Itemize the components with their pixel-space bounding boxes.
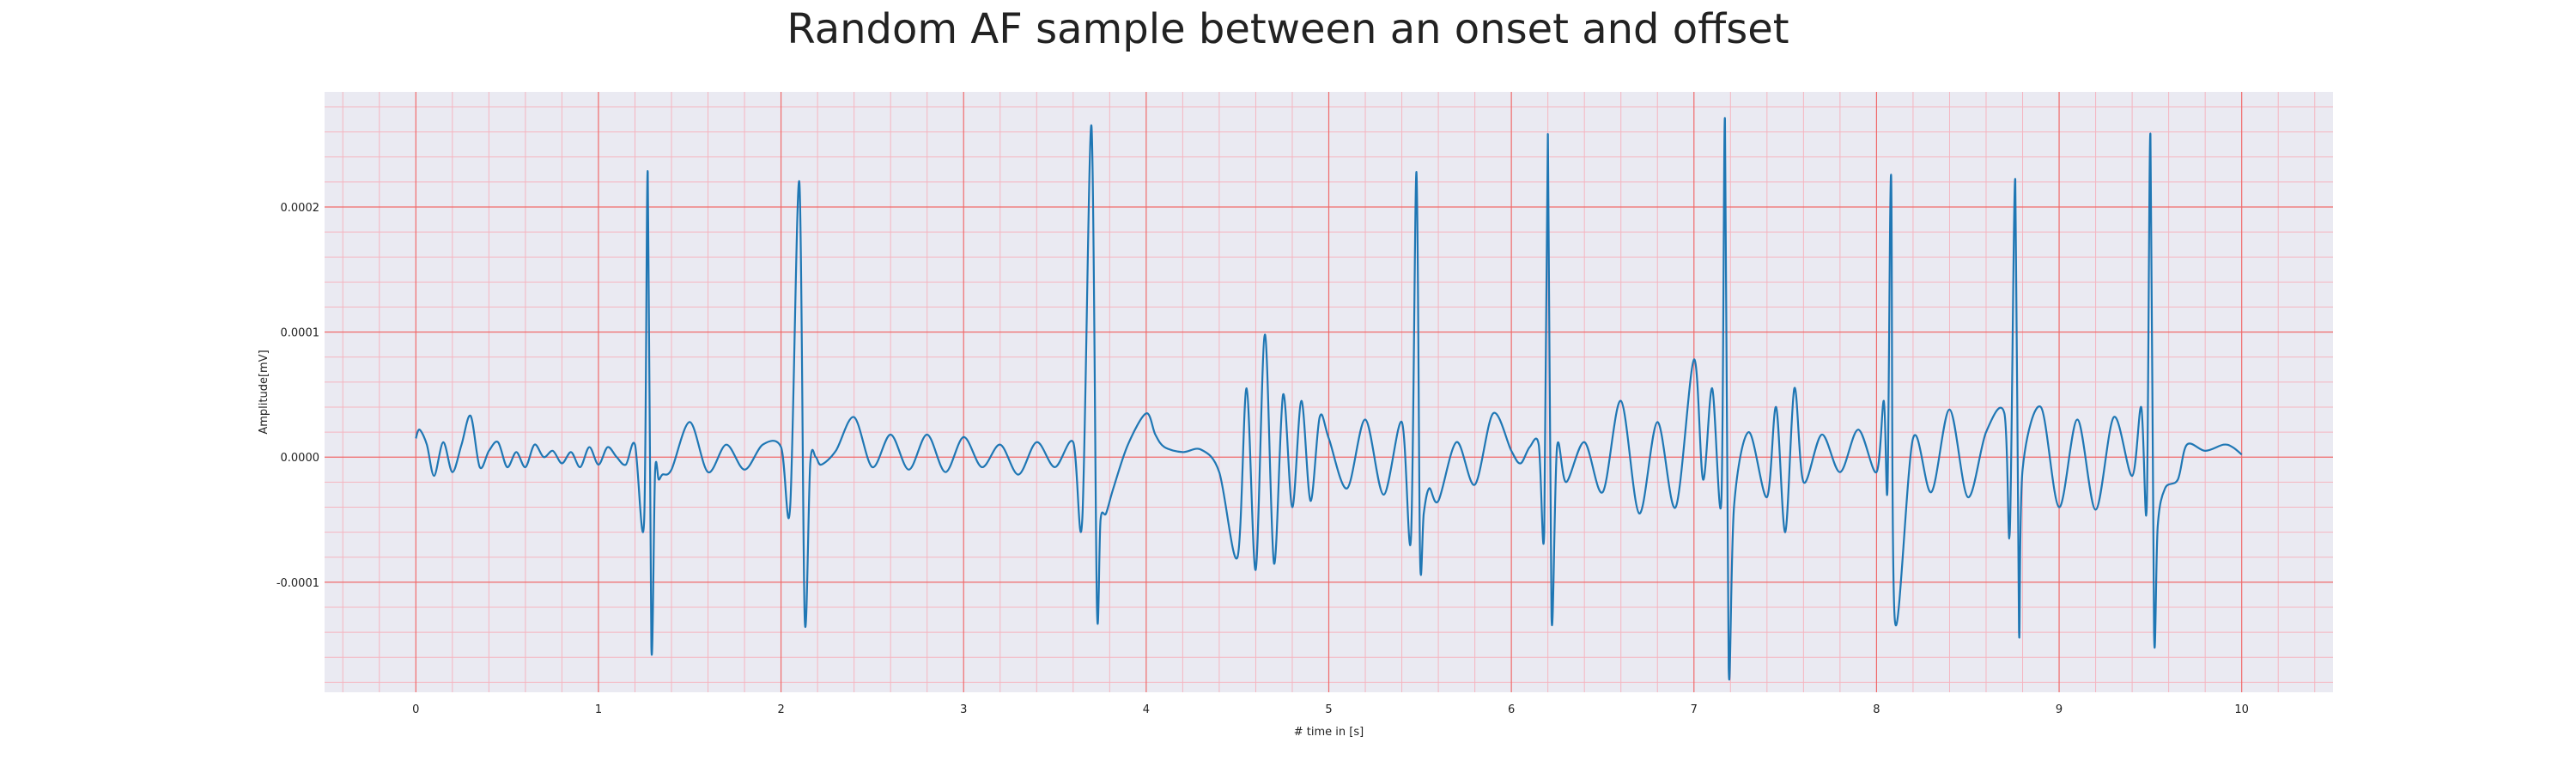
y-tick-label: 0.0002 <box>281 202 320 215</box>
x-tick-label: 8 <box>1873 703 1880 716</box>
x-tick-label: 7 <box>1691 703 1698 716</box>
y-tick-label: -0.0001 <box>276 577 319 590</box>
y-tick-label: 0.0000 <box>281 452 320 465</box>
major-grid <box>325 92 2333 692</box>
x-axis-label: # time in [s] <box>1294 726 1364 739</box>
x-tick-label: 4 <box>1143 703 1150 716</box>
x-axis-ticks: 0 1 2 3 4 5 6 7 8 9 10 <box>412 703 2249 716</box>
y-axis-label: Amplitude[mV] <box>258 350 270 434</box>
x-tick-label: 10 <box>2234 703 2249 716</box>
x-tick-label: 5 <box>1325 703 1332 716</box>
x-tick-label: 3 <box>960 703 967 716</box>
x-tick-label: 0 <box>412 703 419 716</box>
y-axis-ticks: -0.0001 0.0000 0.0001 0.0002 <box>276 202 319 590</box>
y-tick-label: 0.0001 <box>281 327 320 340</box>
x-tick-label: 9 <box>2056 703 2063 716</box>
x-tick-label: 2 <box>777 703 784 716</box>
ecg-signal-line <box>415 117 2243 681</box>
chart-title: Random AF sample between an onset and of… <box>787 5 1789 53</box>
x-tick-label: 1 <box>595 703 602 716</box>
x-tick-label: 6 <box>1508 703 1515 716</box>
